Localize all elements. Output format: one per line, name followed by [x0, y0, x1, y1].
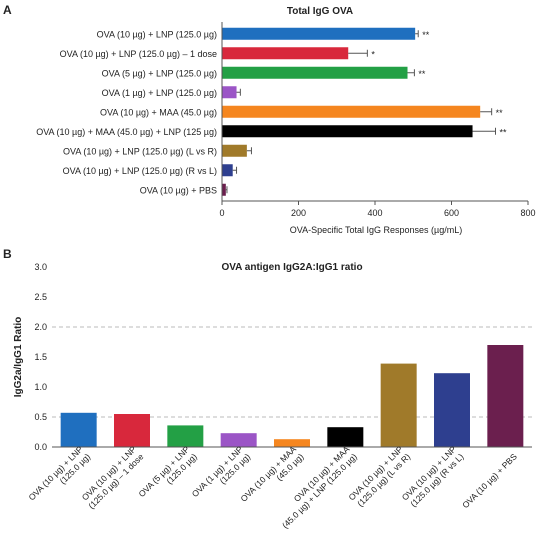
- panel-a-bar: [222, 105, 481, 118]
- panel-a-category-label: OVA (10 µg) + MAA (45.0 µg) + LNP (125 µ…: [36, 127, 217, 137]
- panel-b: B OVA antigen IgG2A:IgG1 ratio IgG2a/IgG…: [3, 247, 532, 530]
- panel-a-bar: [222, 164, 233, 177]
- panel-b-bar: [114, 414, 150, 447]
- panel-a-title: Total IgG OVA: [287, 6, 353, 17]
- panel-a-bar: [222, 86, 237, 99]
- panel-a-bar: [222, 47, 349, 60]
- panel-a-category-label: OVA (10 µg) + LNP (125.0 µg): [97, 29, 217, 39]
- panel-a-bar: [222, 144, 247, 157]
- panel-b-bar: [380, 363, 417, 447]
- panel-b-bar: [274, 439, 310, 447]
- panel-b-category-label: OVA (10 µg) + LNP(125.0 µg) – 1 dose: [80, 444, 146, 511]
- panel-b-bar: [167, 425, 204, 447]
- panel-b-y-axis-label: IgG2a/IgG1 Ratio: [13, 317, 24, 398]
- panel-b-bar: [434, 373, 470, 447]
- panel-a-ticks: 0 200 400 600 800: [219, 201, 536, 218]
- panel-a-bar: [222, 125, 473, 138]
- panel-b-title: OVA antigen IgG2A:IgG1 ratio: [221, 262, 362, 273]
- panel-a-significance-mark: *: [371, 49, 375, 59]
- panel-a-significance-mark: **: [418, 69, 426, 79]
- panel-b-category-label: OVA (10 µg) + LNP(125.0 µg): [26, 444, 92, 503]
- panel-b-tick-label: 0.5: [34, 412, 47, 422]
- panel-b-ticks: 0.0 0.5 1.0 1.5 2.0 2.5 3.0: [34, 262, 47, 452]
- panel-a-category-label: OVA (10 µg) + LNP (125.0 µg) (L vs R): [63, 146, 217, 156]
- panel-a-bar: [222, 66, 408, 79]
- panel-a-tick-label: 800: [520, 208, 535, 218]
- panel-b-tick-label: 1.0: [34, 382, 47, 392]
- panel-a-x-axis-label: OVA-Specific Total IgG Responses (µg/mL): [290, 225, 462, 235]
- panel-b-tick-label: 3.0: [34, 262, 47, 272]
- panel-a-tick-label: 200: [291, 208, 306, 218]
- panel-a-significance-mark: **: [422, 30, 430, 40]
- panel-a-label: A: [3, 3, 12, 17]
- panel-b-label: B: [3, 247, 12, 261]
- panel-a-tick-label: 0: [219, 208, 224, 218]
- panel-b-category-labels: OVA (10 µg) + LNP(125.0 µg)OVA (10 µg) +…: [26, 444, 519, 531]
- panel-b-bar: [487, 345, 524, 447]
- panel-b-tick-label: 2.5: [34, 292, 47, 302]
- panel-a-category-label: OVA (5 µg) + LNP (125.0 µg): [102, 68, 217, 78]
- panel-a-significance-mark: **: [499, 127, 507, 137]
- panel-b-tick-label: 2.0: [34, 322, 47, 332]
- panel-a-significance-mark: **: [496, 108, 504, 118]
- panel-a-bar: [222, 183, 226, 196]
- panel-b-bar: [60, 412, 97, 447]
- panel-b-category-label-line: OVA (10 µg) + PBS: [460, 451, 519, 510]
- panel-a-category-label: OVA (10 µg) + MAA (45.0 µg): [100, 107, 217, 117]
- panel-a-tick-label: 600: [444, 208, 459, 218]
- panel-b-bar: [220, 433, 257, 447]
- panel-a-category-label: OVA (1 µg) + LNP (125.0 µg): [102, 88, 217, 98]
- panel-a: A Total IgG OVA OVA (10 µg) + LNP (125.0…: [3, 3, 536, 235]
- panel-b-category-label: OVA (10 µg) + LNP(125.0 µg) (L vs R): [346, 444, 412, 509]
- panel-b-category-label: OVA (5 µg) + LNP(125.0 µg): [136, 444, 199, 499]
- panel-a-bar: [222, 27, 416, 40]
- panel-a-bars: OVA (10 µg) + LNP (125.0 µg) ** OVA (10 µg…: [36, 27, 507, 196]
- panel-a-category-label: OVA (10 µg) + LNP (125.0 µg) (R vs L): [63, 166, 217, 176]
- panel-a-category-label: OVA (10 µg) + LNP (125.0 µg) – 1 dose: [60, 49, 217, 59]
- panel-b-bars: [60, 345, 524, 447]
- panel-a-tick-label: 400: [367, 208, 382, 218]
- panel-a-category-label: OVA (10 µg) + PBS: [140, 185, 217, 195]
- panel-b-bar: [327, 427, 364, 447]
- panel-b-category-label: OVA (10 µg) + LNP(125.0 µg) (R vs L): [400, 444, 466, 509]
- panel-b-category-label: OVA (10 µg) + PBS: [460, 451, 519, 510]
- panel-b-tick-label: 1.5: [34, 352, 47, 362]
- panel-b-tick-label: 0.0: [34, 442, 47, 452]
